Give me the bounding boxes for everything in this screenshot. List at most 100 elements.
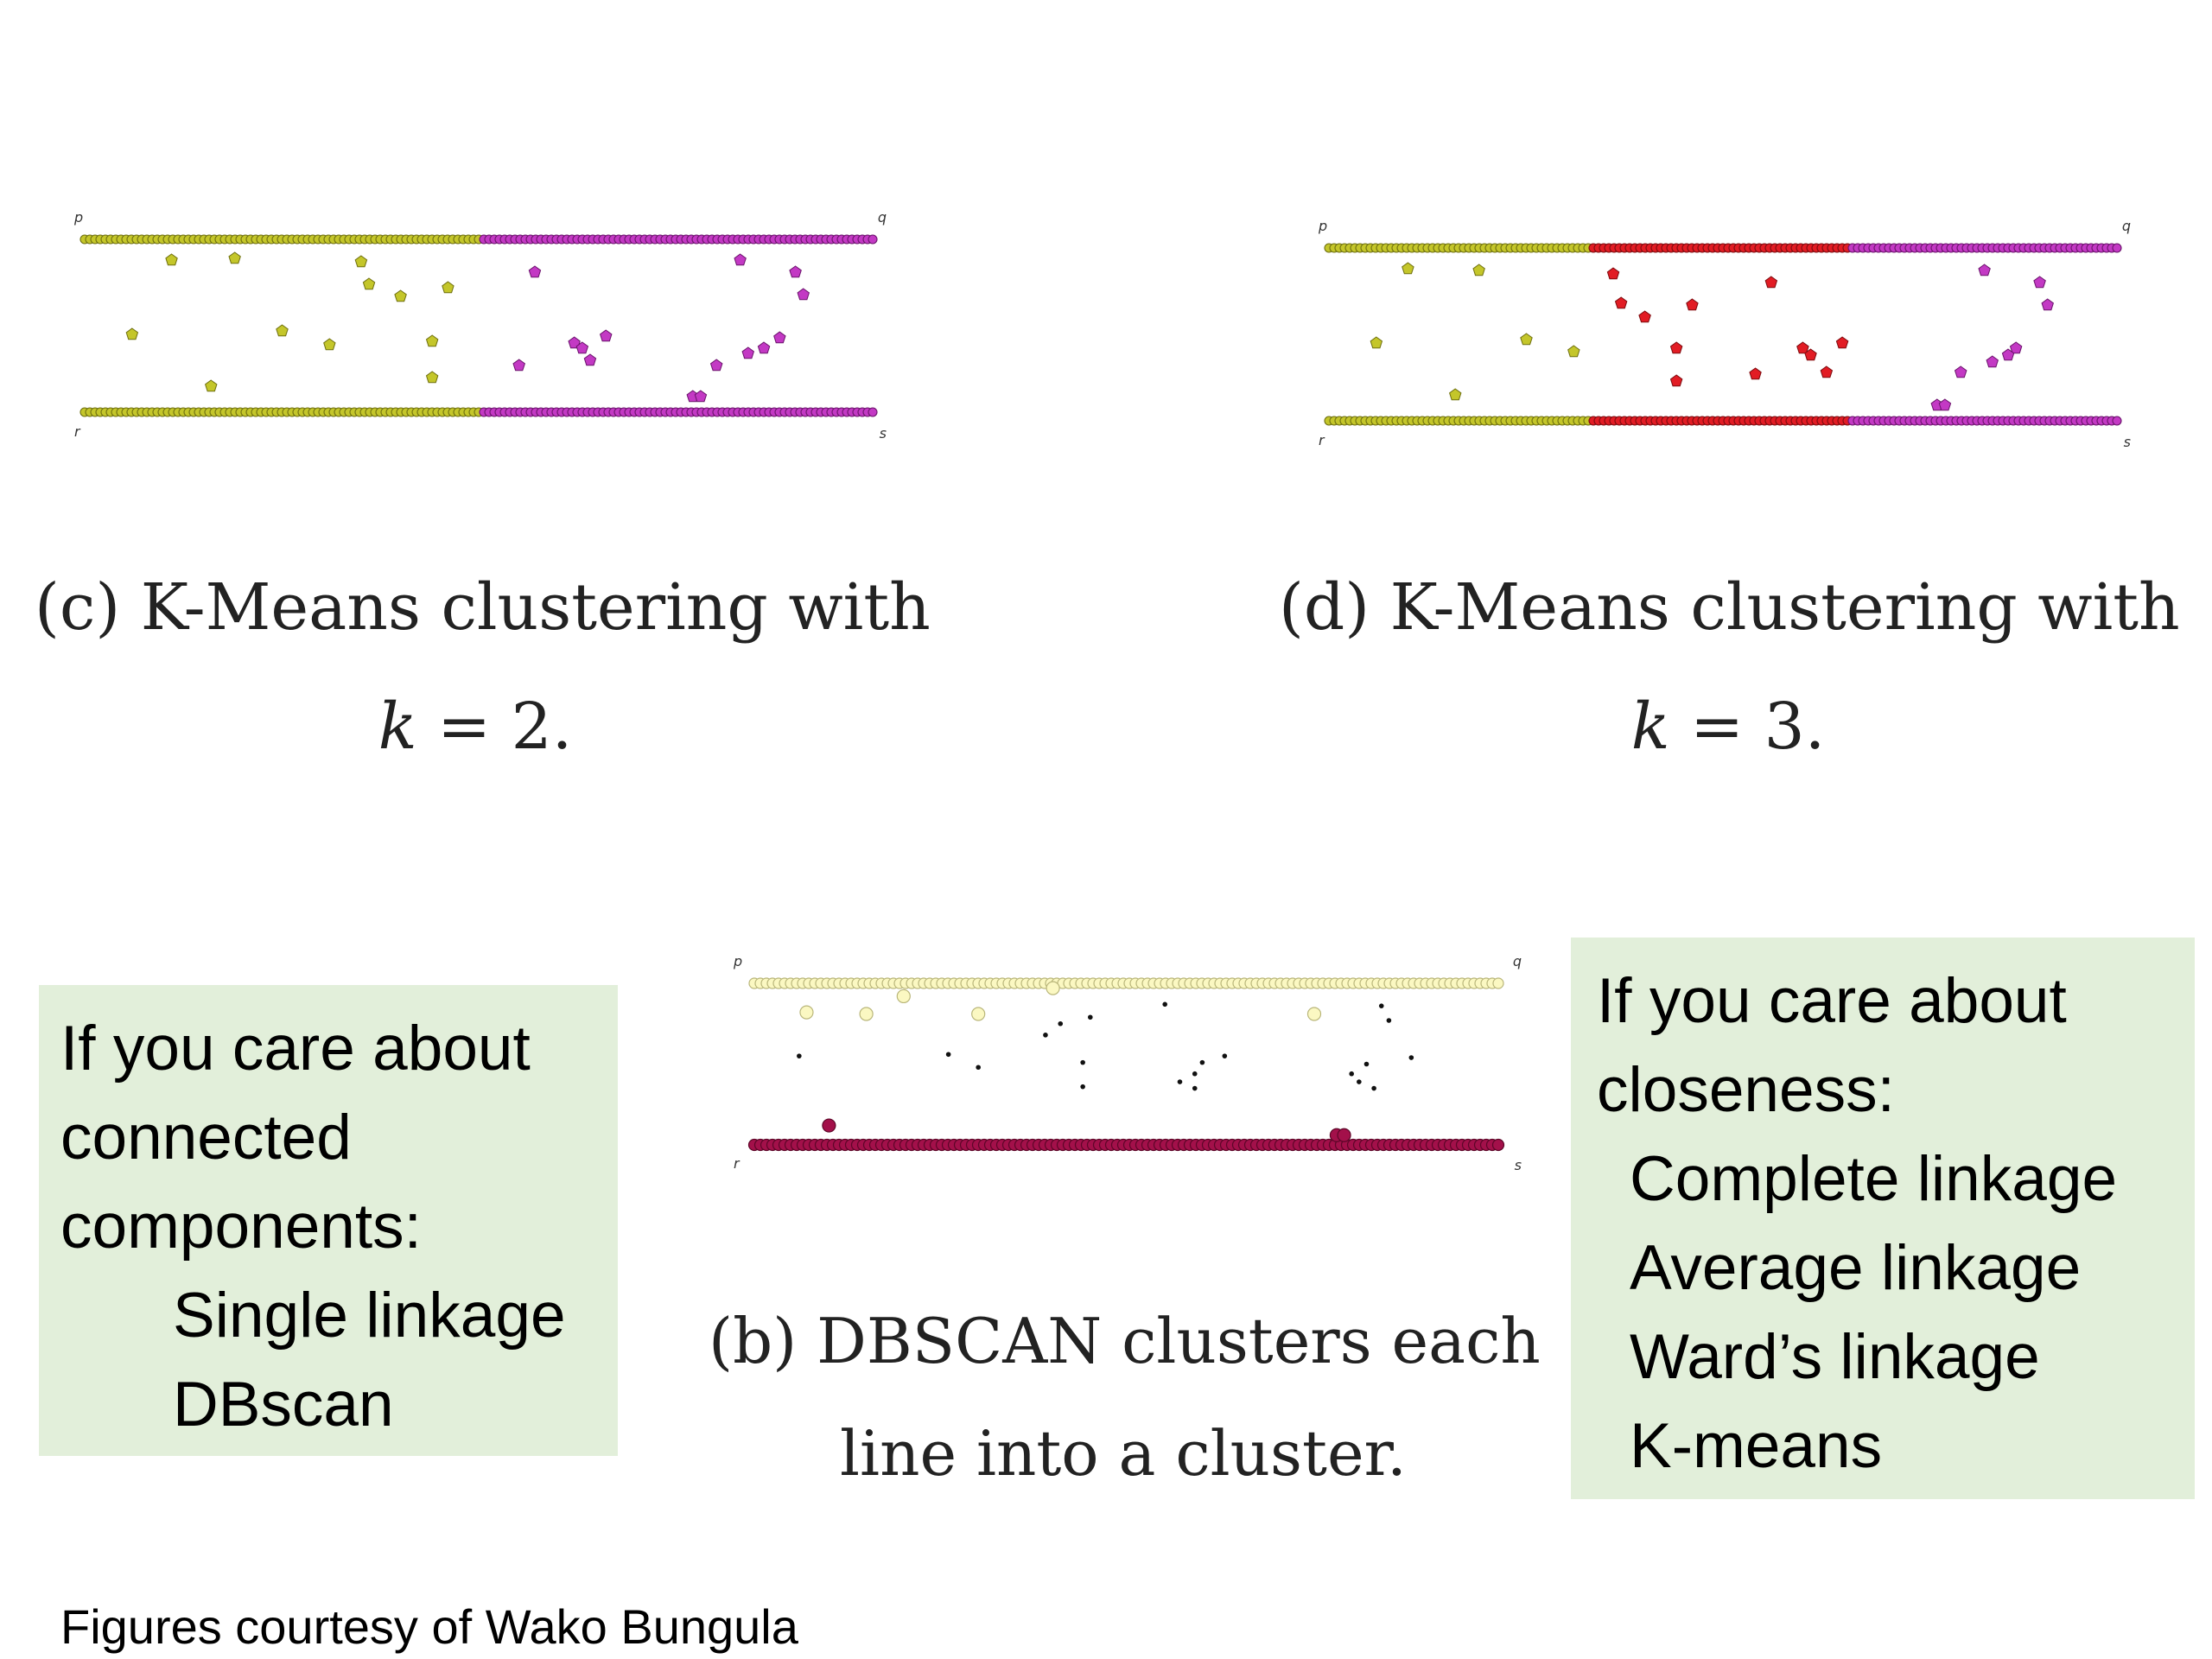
fig-c-scatter-point [600, 329, 613, 342]
fig-d-scatter-point [1796, 341, 1809, 354]
caption-b-line1: (b) DBSCAN clusters each [709, 1305, 1541, 1377]
fig-c-scatter-point [394, 289, 407, 302]
fig-d-scatter-point [1669, 341, 1683, 354]
fig-c-scatter-point [797, 288, 810, 301]
fig-c-bottom-line-point [868, 407, 878, 417]
fig-c-scatter-point [568, 336, 581, 349]
fig-b-noise-point [1177, 1079, 1183, 1084]
fig-d-scatter-point [2041, 298, 2054, 311]
caption-b-line2: line into a cluster. [840, 1417, 1407, 1490]
fig-d-scatter-point [2009, 341, 2023, 354]
fig-c-scatter-point [757, 341, 771, 354]
fig-d-scatter-point [1567, 345, 1580, 358]
fig-d-scatter-point [2033, 276, 2046, 289]
caption-c-line1: (c) K-Means clustering with [35, 570, 931, 645]
fig-c-scatter-point [709, 359, 723, 372]
caption-c-line2: k = 2. [35, 690, 916, 764]
fig-b-top-cluster-point [1046, 981, 1060, 995]
fig-d-top-line-point [2112, 243, 2122, 253]
fig-d-scatter-point [2001, 348, 2015, 361]
fig-c-top-line-point [868, 234, 878, 245]
fig-b-noise-point [1363, 1061, 1370, 1067]
fig-d-label-r: r [1319, 432, 1325, 448]
fig-b-noise-point [1349, 1071, 1354, 1077]
fig-b-noise-point [976, 1065, 981, 1071]
figures-credit: Figures courtesy of Wako Bungula [60, 1599, 798, 1654]
fig-b-noise-point [1378, 1003, 1384, 1008]
fig-c-scatter-point [165, 253, 178, 266]
figure-c-kmeans-k2: p q r s [69, 203, 899, 449]
right-box-item-complete-linkage: Complete linkage [1630, 1144, 2118, 1214]
fig-c-scatter-point [425, 334, 439, 347]
fig-c-scatter-point [528, 265, 542, 278]
fig-c-scatter-point [734, 253, 747, 266]
fig-b-noise-point [1192, 1071, 1198, 1077]
fig-b-noise-point [1080, 1059, 1085, 1065]
caption-d-line1: (d) K-Means clustering with [1279, 570, 2180, 645]
fig-d-scatter-point [1835, 336, 1849, 349]
fig-b-noise-point [1088, 1014, 1093, 1020]
figure-c-plot: p q r s [73, 209, 887, 442]
fig-b-noise-point [1408, 1055, 1414, 1060]
fig-b-noise-point [1371, 1085, 1376, 1091]
fig-c-scatter-point [425, 371, 439, 384]
fig-d-bottom-line-point [2112, 416, 2122, 426]
caption-d: (d) K-Means clustering with k = 3. [1279, 570, 2180, 764]
fig-c-label-s: s [880, 425, 887, 442]
caption-c-eq: = 2. [416, 690, 573, 764]
fig-c-scatter-point [205, 379, 218, 392]
fig-b-bottom-cluster-point [822, 1118, 836, 1133]
right-box-item-average-linkage: Average linkage [1630, 1233, 2082, 1303]
fig-d-scatter-point [1938, 398, 1952, 411]
caption-c: (c) K-Means clustering with k = 2. [35, 570, 931, 764]
fig-b-noise-point [1162, 1001, 1167, 1007]
fig-d-scatter-point [1638, 310, 1651, 323]
fig-b-noise-point [1080, 1084, 1085, 1090]
fig-b-label-r: r [734, 1155, 741, 1172]
fig-b-label-s: s [1515, 1157, 1522, 1173]
fig-b-label-q: q [1513, 953, 1522, 969]
fig-d-scatter-point [1669, 374, 1683, 387]
fig-d-scatter-point [1804, 348, 1817, 361]
fig-d-scatter-point [1520, 333, 1533, 346]
fig-c-scatter-point [773, 331, 786, 344]
fig-b-noise-point [945, 1052, 951, 1058]
fig-d-scatter-point [1614, 296, 1628, 309]
fig-c-scatter-point [228, 251, 241, 264]
closeness-box: If you care about closeness: Complete li… [1571, 938, 2195, 1499]
fig-b-noise-point [1357, 1079, 1362, 1084]
fig-b-top-cluster-point [859, 1007, 874, 1021]
fig-b-noise-point [1222, 1053, 1228, 1058]
caption-d-eq: = 3. [1669, 690, 1826, 764]
fig-b-noise-point [1058, 1020, 1064, 1027]
right-box-line-1: If you care about [1597, 966, 2067, 1036]
fig-d-label-p: p [1318, 218, 1327, 234]
caption-b: (b) DBSCAN clusters each line into a clu… [709, 1305, 1541, 1490]
connected-components-box: If you care about connected components: … [39, 985, 618, 1456]
fig-c-scatter-point [694, 390, 708, 403]
fig-d-scatter-point [1449, 388, 1462, 401]
fig-b-top-cluster-point [1306, 1007, 1322, 1021]
fig-d-scatter-point [1978, 264, 1991, 276]
fig-d-scatter-point [1820, 365, 1834, 378]
fig-b-top-line-point [1492, 977, 1504, 989]
fig-b-top-cluster-point [799, 1005, 814, 1020]
figure-b-plot: p q r s [733, 953, 1522, 1173]
caption-d-k: k [1630, 690, 1670, 764]
fig-b-bottom-cluster-point [1337, 1128, 1351, 1142]
fig-c-scatter-point [741, 346, 754, 359]
fig-b-top-cluster-point [896, 988, 911, 1004]
fig-c-scatter-point [125, 327, 139, 340]
fig-d-scatter-point [1749, 367, 1762, 380]
fig-b-noise-point [1199, 1059, 1205, 1065]
fig-d-label-q: q [2122, 218, 2131, 234]
caption-d-line2: k = 3. [1279, 690, 2177, 764]
fig-c-scatter-point [789, 265, 802, 278]
fig-c-label-r: r [74, 423, 81, 440]
fig-d-scatter-point [1370, 336, 1383, 349]
fig-d-scatter-point [1986, 355, 1999, 368]
fig-b-top-cluster-point [971, 1007, 986, 1021]
fig-c-scatter-point [575, 341, 589, 354]
fig-b-noise-point [1043, 1033, 1048, 1038]
fig-c-label-p: p [73, 209, 83, 226]
